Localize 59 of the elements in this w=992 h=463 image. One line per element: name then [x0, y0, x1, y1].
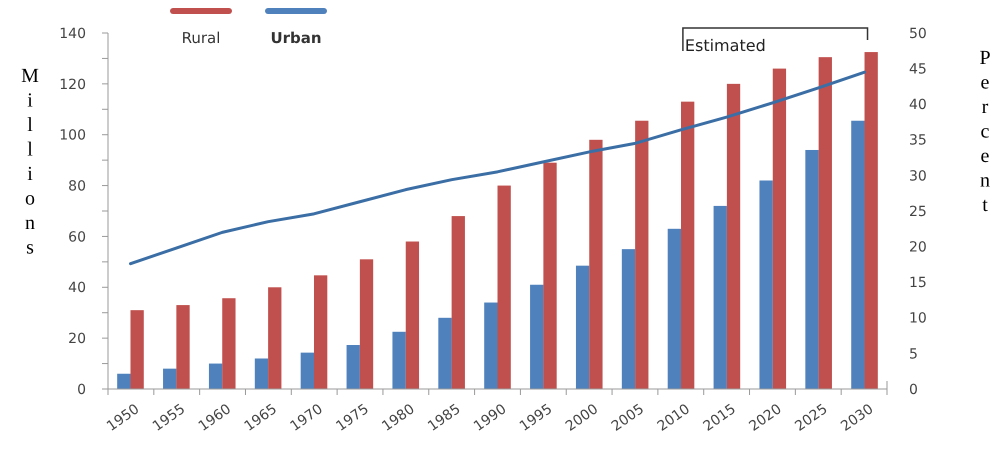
bar	[484, 302, 498, 389]
bar	[222, 298, 236, 389]
bar	[530, 284, 544, 389]
y-tick-label: 100	[59, 128, 86, 144]
legend-label: Rural	[182, 29, 220, 47]
bar	[438, 318, 452, 389]
bar	[635, 120, 648, 389]
y2-tick-label: 50	[909, 26, 927, 42]
y-tick-label: 60	[68, 229, 86, 246]
y-axis-title: Millions	[21, 65, 40, 258]
bar	[176, 305, 190, 389]
bar	[360, 259, 374, 389]
y2-tick-label: 35	[909, 132, 927, 149]
bar	[772, 68, 786, 389]
y2-axis-title: Percent	[979, 47, 991, 216]
bar	[117, 374, 130, 389]
bar	[726, 84, 740, 389]
y-tick-label: 140	[59, 26, 86, 42]
bar	[268, 287, 282, 389]
bar	[130, 310, 144, 389]
y2-tick-label: 25	[909, 204, 927, 220]
y2-tick-label: 5	[909, 346, 918, 362]
bar	[406, 242, 420, 389]
bar	[759, 180, 773, 389]
y2-tick-label: 10	[909, 310, 927, 327]
y-tick-label: 40	[68, 280, 86, 296]
y2-tick-label: 45	[909, 62, 927, 78]
bar	[452, 216, 465, 389]
y2-tick-label: 40	[909, 97, 927, 114]
bar	[208, 364, 222, 389]
bar	[254, 358, 268, 389]
bar	[818, 57, 832, 389]
bar	[714, 206, 727, 389]
bar	[805, 150, 819, 389]
y2-tick-label: 15	[909, 275, 927, 292]
bar	[589, 140, 603, 389]
line-series	[128, 70, 866, 266]
bar	[314, 275, 328, 389]
bar	[851, 120, 865, 389]
y2-tick-label: 30	[909, 168, 927, 184]
bar	[392, 332, 406, 389]
y-tick-label: 0	[77, 382, 86, 398]
legend-label: Urban	[270, 29, 322, 47]
y2-tick-label: 20	[909, 240, 927, 256]
bar	[864, 52, 878, 389]
y-tick-label: 120	[59, 76, 86, 93]
annotation: Estimated	[684, 36, 766, 55]
y-tick-label: 20	[68, 331, 86, 348]
bar	[681, 102, 694, 389]
bar	[498, 186, 511, 389]
bar	[543, 162, 557, 389]
bar	[622, 249, 636, 389]
bar	[163, 368, 176, 389]
bar	[576, 266, 590, 389]
y2-tick-label: 0	[909, 382, 918, 398]
y-tick-label: 80	[68, 178, 86, 194]
bar	[346, 345, 360, 389]
bar	[300, 352, 314, 389]
bar	[668, 228, 682, 389]
